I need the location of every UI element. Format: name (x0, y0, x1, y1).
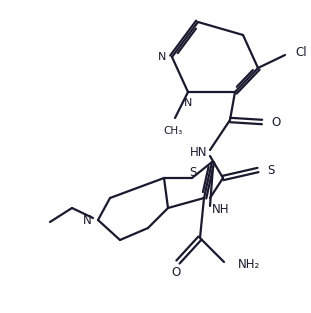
Text: N: N (184, 98, 192, 108)
Text: CH₃: CH₃ (163, 126, 183, 136)
Text: N: N (158, 52, 166, 62)
Text: HN: HN (189, 146, 207, 158)
Text: O: O (271, 115, 280, 129)
Text: NH₂: NH₂ (238, 258, 260, 270)
Text: NH: NH (212, 203, 230, 216)
Text: N: N (83, 213, 92, 227)
Text: S: S (189, 166, 197, 178)
Text: O: O (171, 265, 181, 279)
Text: S: S (267, 163, 274, 177)
Text: Cl: Cl (295, 47, 307, 59)
